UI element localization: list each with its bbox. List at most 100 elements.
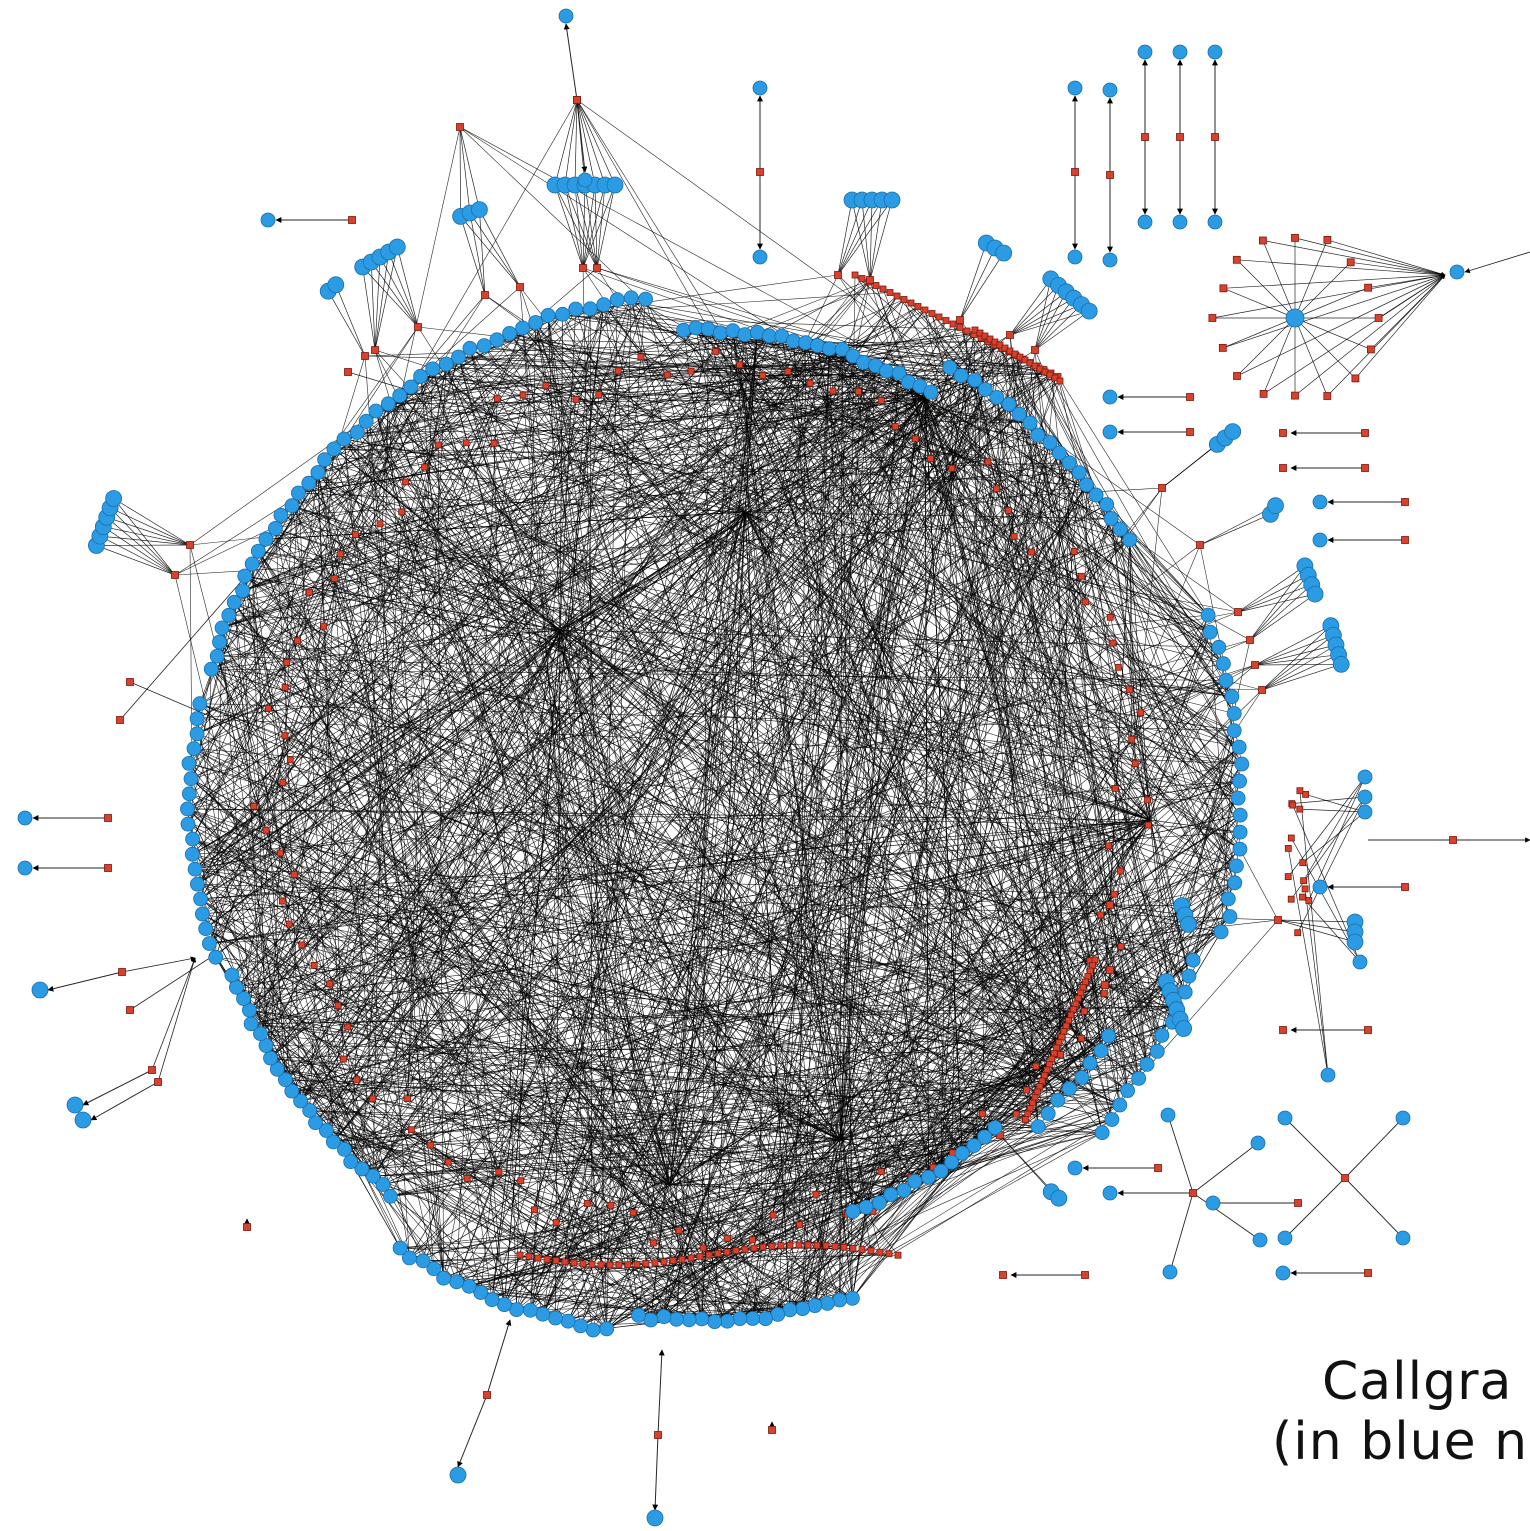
call-node bbox=[885, 1250, 893, 1258]
call-edge bbox=[265, 337, 982, 1046]
function-node bbox=[277, 1072, 293, 1088]
function-node bbox=[1277, 1230, 1293, 1246]
call-edge bbox=[669, 1184, 690, 1320]
function-node bbox=[1099, 497, 1115, 512]
call-node bbox=[1006, 331, 1014, 339]
call-node bbox=[1024, 1110, 1032, 1118]
function-node bbox=[1285, 308, 1305, 328]
call-edge bbox=[217, 655, 1074, 1010]
call-edge bbox=[47, 971, 123, 992]
call-edge bbox=[630, 297, 1251, 641]
call-edge bbox=[228, 615, 728, 1322]
function-node bbox=[923, 384, 939, 400]
call-edge bbox=[233, 602, 671, 1186]
call-edge bbox=[390, 274, 839, 1197]
call-node bbox=[126, 678, 134, 686]
call-node bbox=[371, 346, 379, 354]
call-edge bbox=[333, 448, 715, 1322]
call-edge bbox=[1368, 273, 1446, 289]
function-node bbox=[1122, 532, 1138, 548]
call-edge bbox=[277, 1069, 905, 1191]
call-edge bbox=[333, 1141, 677, 1320]
function-node bbox=[1180, 916, 1197, 933]
call-edge bbox=[347, 1026, 840, 1301]
call-edge bbox=[1034, 304, 1082, 351]
call-edge bbox=[739, 397, 926, 1319]
call-edge bbox=[769, 335, 811, 384]
call-edge bbox=[417, 326, 952, 1163]
call-edge bbox=[486, 1319, 512, 1396]
call-node bbox=[1022, 1116, 1029, 1123]
call-node bbox=[768, 1242, 776, 1250]
call-edge bbox=[1009, 297, 1075, 336]
call-edge bbox=[1237, 592, 1316, 613]
call-node bbox=[1323, 392, 1332, 400]
call-edge bbox=[174, 574, 302, 1102]
call-node bbox=[834, 271, 842, 279]
function-node bbox=[1218, 673, 1234, 688]
call-edge bbox=[994, 1020, 1069, 1128]
call-edge bbox=[355, 327, 523, 535]
call-edge bbox=[334, 434, 1038, 579]
function-node bbox=[263, 1050, 278, 1066]
call-node bbox=[1341, 1174, 1349, 1182]
call-edge bbox=[837, 199, 863, 276]
call-edge bbox=[477, 209, 486, 296]
call-edge bbox=[757, 285, 877, 333]
call-edge bbox=[1034, 285, 1060, 351]
call-edge bbox=[860, 199, 871, 281]
call-edge bbox=[275, 333, 510, 529]
function-node bbox=[180, 816, 196, 832]
function-node bbox=[193, 891, 209, 907]
function-node bbox=[1312, 494, 1328, 510]
function-node bbox=[745, 1311, 761, 1326]
call-edge bbox=[190, 778, 779, 1315]
call-node bbox=[305, 588, 313, 596]
call-edge bbox=[1294, 262, 1351, 319]
function-node bbox=[1232, 807, 1248, 823]
call-node bbox=[1219, 284, 1228, 293]
call-node bbox=[421, 463, 429, 471]
function-node bbox=[31, 981, 49, 999]
call-edge bbox=[959, 242, 988, 321]
function-node bbox=[1175, 1020, 1192, 1037]
call-node bbox=[1449, 836, 1457, 844]
function-node bbox=[1181, 968, 1197, 984]
call-edge bbox=[1299, 808, 1366, 814]
call-node bbox=[1158, 484, 1166, 492]
call-edge bbox=[242, 590, 1064, 1032]
call-edge bbox=[211, 629, 561, 670]
call-node bbox=[402, 478, 409, 486]
function-node bbox=[1357, 769, 1373, 785]
call-edge bbox=[1355, 274, 1446, 379]
call-edge bbox=[200, 898, 612, 1206]
function-node bbox=[189, 876, 205, 892]
call-edge bbox=[458, 356, 942, 1172]
call-edge bbox=[410, 386, 594, 1331]
call-node bbox=[1208, 314, 1217, 322]
call-edge bbox=[701, 328, 709, 1319]
call-edge bbox=[361, 1139, 841, 1170]
function-node bbox=[392, 388, 408, 404]
call-edge bbox=[197, 394, 600, 885]
function-node bbox=[1102, 424, 1118, 440]
call-edge bbox=[491, 993, 1105, 1300]
call-edge bbox=[399, 348, 1003, 396]
function-node bbox=[555, 306, 570, 322]
call-node bbox=[542, 382, 550, 390]
call-edge bbox=[1081, 1077, 1139, 1079]
call-edge bbox=[559, 629, 916, 1182]
call-edge bbox=[259, 126, 461, 1035]
caption-line-2: (in blue n bbox=[1272, 1412, 1529, 1472]
call-edge bbox=[459, 215, 486, 296]
call-node bbox=[1364, 283, 1372, 292]
function-node bbox=[944, 1154, 959, 1170]
call-edge bbox=[1223, 287, 1296, 319]
call-edge bbox=[1249, 584, 1313, 641]
call-edge bbox=[530, 348, 830, 1311]
call-edge bbox=[563, 99, 578, 186]
function-node bbox=[681, 1312, 697, 1328]
function-node bbox=[253, 1026, 268, 1042]
call-edge bbox=[669, 342, 806, 1186]
call-node bbox=[552, 1219, 560, 1226]
